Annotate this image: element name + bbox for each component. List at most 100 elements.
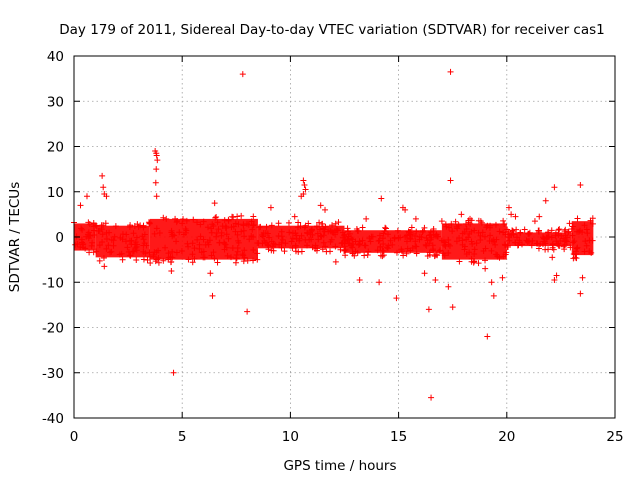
band-point [564,234,571,241]
band-point [468,228,475,235]
band-point [320,239,327,246]
data-point [154,157,161,164]
band-point [463,226,470,233]
band-point [412,238,419,245]
band-point [140,236,147,243]
band-point [502,251,509,258]
y-tick-label: -10 [42,275,64,291]
band-point [514,234,521,241]
band-point [492,241,499,248]
data-point [508,211,515,218]
band-point [562,237,569,244]
band-point [216,239,223,246]
band-point [215,226,222,233]
data-point [551,184,558,191]
data-point [302,186,309,193]
band-point [445,241,452,248]
data-point [153,166,160,173]
data-point [153,152,160,159]
band-point [264,230,271,237]
band-point [433,251,440,258]
band-point [200,218,207,225]
band-point [169,254,176,261]
band-point [248,232,255,239]
band-point [408,224,415,231]
band-point [306,236,313,243]
data-point [447,68,454,75]
band-point [342,247,349,254]
band-point [238,212,245,219]
band-point [393,249,400,256]
data-point [477,218,484,225]
band-point [421,224,428,231]
data-point [168,267,175,274]
band-point [327,227,334,234]
band-point [514,242,521,249]
band-point [389,241,396,248]
band-point [133,256,140,263]
data-point [332,258,339,265]
data-point [170,369,177,376]
band-point [265,242,272,249]
band-point [446,242,453,249]
band-point [482,257,489,264]
band-point [151,249,158,256]
band-point [246,236,253,243]
band-point [477,236,484,243]
band-point [524,238,531,245]
data-point [531,218,538,225]
band-point [225,235,232,242]
band-point [434,252,441,259]
band-point [249,226,256,233]
band-point [297,223,304,230]
band-point [168,229,175,236]
band-point [210,249,217,256]
data-point [447,177,454,184]
band-point [169,248,176,255]
band-point [260,229,267,236]
band-point [377,252,384,259]
x-tick-label: 20 [498,429,515,445]
band-point [475,229,482,236]
y-tick-label: 10 [47,185,64,201]
band-point [419,228,426,235]
band-point [586,237,593,244]
band-point [403,250,410,257]
band-point [292,245,299,252]
chart-title: Day 179 of 2011, Sidereal Day-to-day VTE… [59,22,605,38]
data-points [71,68,596,401]
band-point [509,228,516,235]
band-point [178,248,185,255]
band-point [270,240,277,247]
y-axis-label: SDTVAR / TECUs [7,182,23,292]
band-point [482,245,489,252]
band-point [481,233,488,240]
band-point [189,251,196,258]
band-point [544,234,551,241]
data-point [467,215,474,222]
band-point [260,233,267,240]
band-point [385,242,392,249]
band-point [316,219,323,226]
band-point [295,248,302,255]
band-point [268,222,275,229]
band-point [400,252,407,259]
data-point [542,197,549,204]
data-point [430,247,437,254]
band-point [78,236,85,243]
band-point [359,237,366,244]
band-point [156,230,163,237]
band-point [221,240,228,247]
band-point [420,227,427,234]
band-point [556,226,563,233]
band-point [202,241,209,248]
data-point [445,283,452,290]
data-point [356,276,363,283]
data-point [425,306,432,313]
band-point [571,238,578,245]
data-point [211,200,218,207]
band-point [456,258,463,265]
band-point [263,223,270,230]
band-point [212,214,219,221]
band-point [130,230,137,237]
